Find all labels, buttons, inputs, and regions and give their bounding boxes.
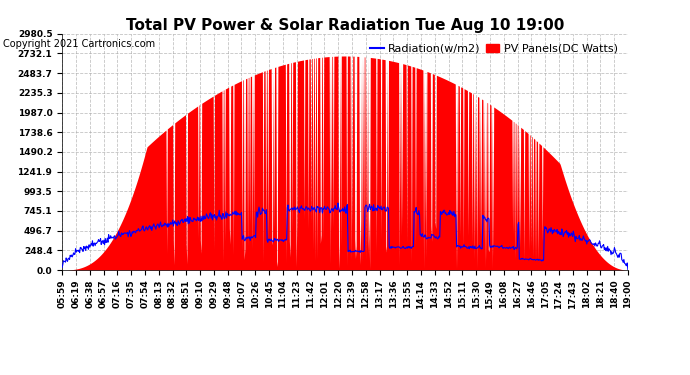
- Title: Total PV Power & Solar Radiation Tue Aug 10 19:00: Total PV Power & Solar Radiation Tue Aug…: [126, 18, 564, 33]
- Text: Copyright 2021 Cartronics.com: Copyright 2021 Cartronics.com: [3, 39, 155, 50]
- Legend: Radiation(w/m2), PV Panels(DC Watts): Radiation(w/m2), PV Panels(DC Watts): [366, 39, 622, 58]
